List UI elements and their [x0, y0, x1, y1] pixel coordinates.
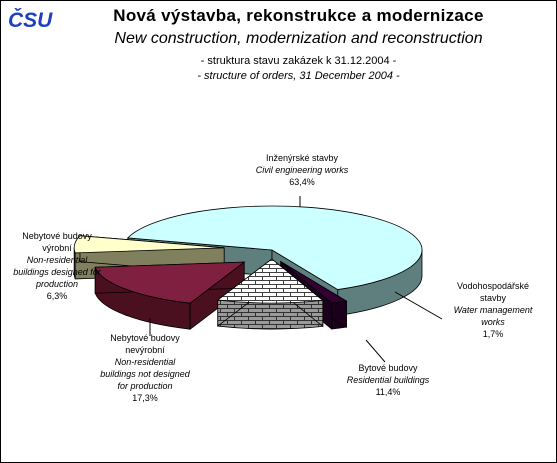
chart-title: Nová výstavba, rekonstrukce a modernizac… [113, 6, 484, 25]
slice-non-residential-production [73, 235, 225, 280]
chart-title-english: New construction, modernization and reco… [114, 30, 483, 47]
label-non-residential-not-production: Nebytové budovy nevýrobní Non-residentia… [100, 333, 190, 403]
slice-non-residential-not-production [94, 261, 246, 330]
label-non-residential-production: Nebytové budovy výrobní Non-residential … [13, 231, 101, 301]
chart-subtitle-english: - structure of orders, 31 December 2004 … [197, 70, 400, 82]
csu-logo: ČSU [8, 8, 53, 30]
leader-line-resid [365, 339, 386, 363]
label-residential-buildings: Bytové budovy Residential buildings 11,4… [346, 363, 430, 397]
svg-text:ČSU: ČSU [8, 8, 53, 30]
slice-residential-buildings [216, 258, 324, 330]
leader-line-water [394, 291, 443, 320]
label-water-management: Vodohospodářské stavby Water management … [453, 281, 533, 339]
label-civil-engineering: Inženýrské stavby Civil engineering work… [255, 153, 349, 187]
chart-subtitle: - struktura stavu zakázek k 31.12.2004 - [200, 55, 397, 67]
